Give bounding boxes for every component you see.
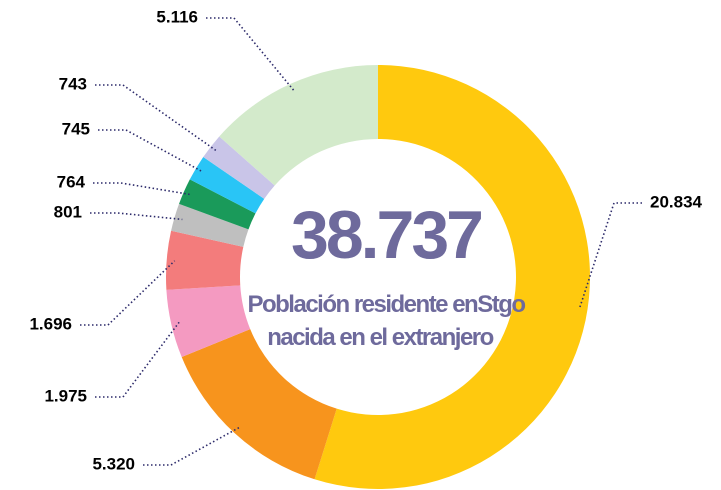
slice bbox=[219, 65, 378, 186]
value-label: 764 bbox=[57, 172, 86, 191]
leader-line bbox=[90, 212, 183, 221]
center-text: nacida en el extranjero bbox=[267, 324, 493, 351]
value-label: 743 bbox=[59, 74, 87, 93]
leader-line bbox=[98, 129, 204, 173]
value-label: 745 bbox=[62, 119, 90, 138]
slice bbox=[203, 136, 275, 199]
value-label: 5.320 bbox=[92, 454, 135, 473]
value-label: 5.116 bbox=[156, 7, 198, 26]
slice bbox=[179, 179, 256, 230]
slice bbox=[166, 285, 251, 358]
slice bbox=[181, 329, 337, 480]
leader-line bbox=[143, 426, 241, 466]
center-total: 38.737 bbox=[291, 197, 481, 273]
leader-line bbox=[578, 202, 642, 309]
slice bbox=[166, 230, 244, 290]
leader-line bbox=[206, 17, 295, 92]
slice bbox=[189, 156, 265, 214]
slice bbox=[314, 65, 590, 490]
leader-line bbox=[95, 321, 180, 398]
value-label: 1.975 bbox=[44, 386, 87, 405]
slice bbox=[171, 203, 249, 247]
center-text: Población residente enStgo bbox=[247, 291, 525, 318]
leader-line bbox=[93, 182, 192, 196]
value-label: 20.834 bbox=[650, 192, 703, 211]
leader-line bbox=[95, 84, 218, 153]
value-label: 801 bbox=[54, 202, 82, 221]
value-label: 1.696 bbox=[29, 314, 72, 333]
leader-line bbox=[80, 260, 176, 326]
